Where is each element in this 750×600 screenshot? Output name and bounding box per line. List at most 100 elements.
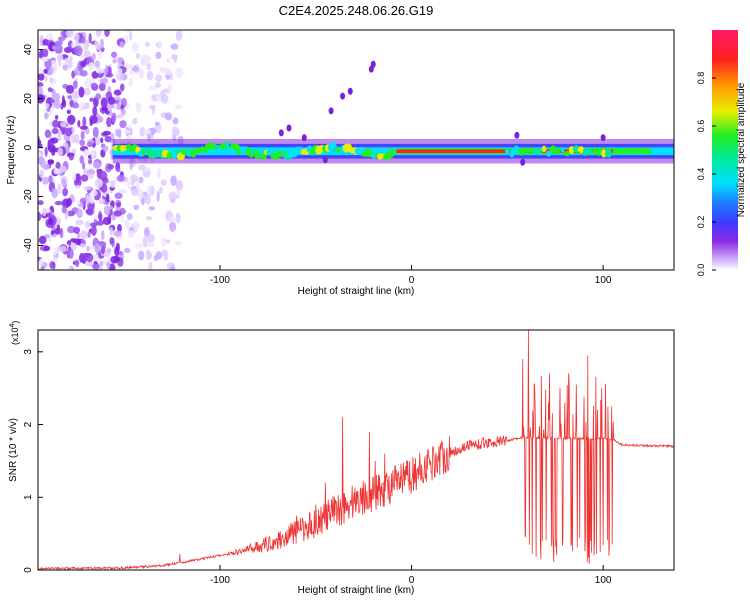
noise-speckle: [74, 45, 83, 57]
colorbar-label: Normalized spectral amplitude: [736, 82, 747, 217]
noise-speckle: [148, 206, 156, 211]
noise-speckle: [151, 104, 156, 115]
ridge-blob: [504, 148, 510, 154]
noise-speckle: [72, 80, 78, 90]
noise-speckle: [165, 57, 171, 63]
noise-speckle: [90, 225, 97, 236]
noise-speckle: [75, 219, 84, 226]
noise-speckle: [108, 263, 116, 270]
noise-speckle: [38, 200, 44, 206]
noise-speckle: [85, 253, 94, 263]
noise-speckle: [104, 64, 108, 76]
noise-speckle: [101, 107, 109, 112]
noise-speckle: [94, 178, 104, 189]
noise-speckle: [140, 54, 148, 65]
noise-speckle: [89, 114, 98, 124]
noise-speckle: [104, 135, 112, 143]
noise-speckle: [98, 241, 107, 247]
noise-speckle: [160, 179, 167, 186]
noise-speckle: [107, 163, 115, 170]
noise-speckle: [171, 126, 179, 135]
noise-speckle: [79, 139, 86, 146]
noise-speckle: [86, 169, 96, 175]
noise-speckle: [80, 174, 89, 182]
noise-speckle: [45, 103, 50, 108]
noise-speckle: [48, 237, 52, 243]
spectrogram-panel: -100 0 100 -40 -20 0 20 40 Height of straight …: [6, 29, 675, 297]
noise-speckle: [124, 129, 132, 134]
noise-speckle: [47, 69, 54, 76]
noise-speckle: [101, 77, 109, 85]
noise-speckle: [117, 224, 122, 233]
ridge-blob: [601, 149, 607, 158]
noise-speckle: [126, 30, 130, 33]
noise-speckle: [119, 83, 125, 92]
noise-speckle: [106, 261, 111, 270]
noise-speckle: [88, 158, 93, 165]
noise-speckle: [106, 193, 110, 203]
colorbar-ticks: 0.0 0.2 0.4 0.6 0.8: [696, 72, 716, 276]
noise-speckle: [55, 92, 60, 101]
noise-speckle: [80, 230, 89, 240]
noise-speckle: [154, 121, 160, 126]
noise-speckle: [56, 246, 61, 253]
noise-speckle: [134, 243, 143, 250]
colorbar-tick-label: 0.2: [696, 216, 706, 229]
noise-speckle: [149, 85, 157, 90]
noise-speckle: [52, 45, 56, 50]
noise-speckle: [38, 50, 42, 59]
noise-speckle: [68, 153, 74, 161]
colorbar-tick-label: 0.6: [696, 120, 706, 133]
noise-speckle: [98, 198, 106, 205]
noise-speckle: [135, 101, 142, 113]
noise-speckle: [160, 93, 169, 104]
noise-speckle: [141, 198, 145, 206]
noise-speckle: [84, 77, 92, 89]
noise-speckle: [128, 30, 133, 41]
noise-speckle: [66, 109, 72, 115]
ridge-blob: [582, 147, 589, 157]
noise-speckle: [109, 226, 114, 236]
noise-speckle: [175, 30, 183, 41]
noise-speckle: [154, 74, 163, 82]
noise-speckle: [51, 188, 59, 199]
noise-speckle: [66, 197, 72, 207]
colorbar-tick-label: 0.8: [696, 72, 706, 85]
arc-echo: [340, 92, 346, 100]
noise-speckle: [51, 127, 59, 135]
noise-speckle: [42, 176, 49, 185]
snr-xtick-label: 100: [595, 575, 612, 586]
noise-speckle: [40, 56, 49, 62]
noise-speckle: [78, 86, 85, 98]
noise-speckle: [142, 61, 146, 67]
snr-y-multiplier: (x104): [9, 321, 20, 345]
noise-speckle: [105, 110, 110, 115]
noise-speckle: [127, 178, 131, 190]
noise-speckle: [91, 77, 96, 85]
noise-speckle: [133, 204, 139, 210]
noise-speckle: [88, 62, 95, 71]
noise-speckle: [67, 95, 73, 100]
snr-y-multiplier-exp: 4: [9, 323, 16, 327]
noise-speckle: [57, 131, 62, 142]
noise-speckle: [118, 189, 126, 194]
noise-speckle: [79, 155, 85, 164]
noise-speckle: [54, 114, 59, 120]
noise-speckle: [71, 102, 80, 109]
noise-speckle: [80, 131, 85, 140]
noise-speckle: [174, 67, 184, 78]
ridge-blob: [596, 148, 603, 156]
snr-series-line: [38, 330, 674, 570]
noise-speckle: [138, 250, 145, 261]
noise-speckle: [127, 230, 135, 239]
ridge-blob: [560, 147, 565, 153]
spectrogram-ytick-label: 0: [23, 144, 34, 150]
arc-echo: [347, 87, 353, 95]
noise-speckle: [49, 77, 54, 83]
colorbar-tick-label: 0.4: [696, 168, 706, 181]
spectrogram-y-axis-label: Frequency (Hz): [6, 116, 17, 185]
snr-y-axis-label: SNR (10 * v/v): [8, 418, 19, 482]
noise-speckle: [153, 255, 159, 262]
noise-speckle: [53, 98, 60, 106]
noise-speckle: [119, 120, 127, 129]
